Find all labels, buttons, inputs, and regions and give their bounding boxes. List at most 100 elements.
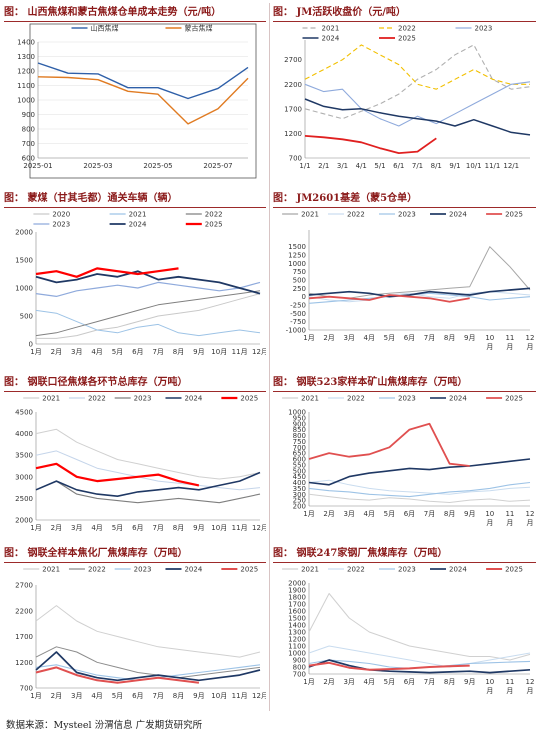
y-tick-label: -500 — [290, 310, 306, 318]
legend-label: 2025 — [240, 566, 258, 574]
y-tick-label: 1250 — [288, 252, 306, 260]
x-tick-label: 4/1 — [356, 162, 367, 170]
series-line-2025 — [308, 422, 470, 467]
series-line-2025 — [308, 661, 470, 671]
legend-label: 2025 — [505, 566, 523, 574]
series-line-山西焦煤 — [37, 62, 249, 100]
x-tick-label: 11月 — [232, 348, 248, 356]
y-tick-label: 1200 — [288, 636, 306, 644]
x-tick-label: 5月 — [112, 348, 123, 356]
chart-svg: 2002503003504004505005506006507007508008… — [282, 395, 534, 527]
legend-label: 2021 — [129, 211, 147, 219]
panel-divider — [269, 3, 270, 711]
legend-label: 2022 — [205, 211, 223, 219]
legend-label: 2023 — [134, 566, 152, 574]
x-tick-label: 6/1 — [393, 162, 404, 170]
legend-label: 2021 — [301, 211, 319, 219]
series-line-2025 — [308, 294, 470, 303]
series-line-2022 — [308, 645, 531, 668]
series-line-2022 — [308, 479, 531, 495]
y-tick-label: 1400 — [288, 622, 306, 630]
x-tick-label: 月 — [506, 687, 513, 695]
x-tick-label: 2/1 — [318, 162, 329, 170]
y-tick-label: 500 — [293, 277, 306, 285]
y-tick-label: 2700 — [284, 56, 302, 64]
legend-label: 2023 — [398, 211, 416, 219]
x-tick-label: 9月 — [464, 678, 475, 686]
y-tick-label: 750 — [293, 268, 306, 276]
legend-label: 2023 — [398, 566, 416, 574]
series-line-2021 — [304, 44, 531, 120]
y-tick-label: 900 — [293, 657, 306, 665]
chart-panel-coking-plant-inventory: 图： 钢联全样本焦化厂焦煤库存（万吨） 700 1200 1700 2200 2700 1… — [4, 545, 266, 710]
y-tick-label: 1100 — [288, 643, 306, 651]
x-tick-label: 2月 — [323, 678, 334, 686]
series-line-2020 — [36, 293, 261, 339]
series-line-蒙古焦煤 — [37, 76, 249, 125]
y-tick-label: 600 — [293, 456, 306, 464]
chart-title: 图： JM2601基差（蒙5仓单） — [273, 190, 536, 208]
x-tick-label: 9/1 — [449, 162, 460, 170]
x-tick-label: 1/1 — [299, 162, 310, 170]
x-tick-label: 7月 — [424, 510, 435, 518]
x-tick-label: 11/1 — [485, 162, 501, 170]
x-tick-label: 11月 — [232, 524, 248, 532]
y-tick-label: 900 — [22, 111, 35, 119]
legend-label: 蒙古焦煤 — [184, 24, 212, 33]
legend-label: 2023 — [475, 25, 493, 33]
y-tick-label: 1700 — [288, 601, 306, 609]
x-tick-label: 12月 — [252, 524, 266, 532]
x-tick-label: 11 — [505, 334, 514, 342]
x-tick-label: 6月 — [132, 524, 143, 532]
y-tick-label: 700 — [289, 155, 302, 163]
x-tick-label: 12/1 — [503, 162, 519, 170]
legend-label: 2025 — [240, 395, 258, 403]
x-tick-label: 10/1 — [466, 162, 482, 170]
chart-frame — [29, 23, 257, 179]
x-tick-label: 11 — [505, 510, 514, 518]
x-tick-label: 7月 — [152, 524, 163, 532]
x-tick-label: 5月 — [384, 510, 395, 518]
x-tick-label: 12月 — [252, 692, 266, 700]
y-tick-label: 850 — [293, 426, 306, 434]
x-tick-label: 3月 — [343, 678, 354, 686]
legend-label: 2022 — [347, 211, 365, 219]
x-tick-label: 10月 — [211, 692, 227, 700]
series-line-2021 — [35, 309, 261, 337]
legend-label: 2021 — [42, 395, 60, 403]
x-tick-label: 6月 — [404, 334, 415, 342]
x-tick-label: 8月 — [173, 348, 184, 356]
legend-label: 2021 — [322, 25, 340, 33]
x-tick-label: 8/1 — [431, 162, 442, 170]
x-tick-label: 10月 — [211, 348, 227, 356]
x-tick-label: 月 — [486, 343, 493, 351]
legend-label: 2023 — [134, 395, 152, 403]
chart-svg: 600 700 800 900 1000 1100 1200 1300 1400 2025-01 2… — [17, 23, 257, 179]
y-tick-label: 1000 — [288, 260, 306, 268]
x-tick-label: 3月 — [343, 334, 354, 342]
x-tick-label: 月 — [506, 343, 513, 351]
x-tick-label: 2月 — [51, 348, 62, 356]
y-tick-label: 1300 — [288, 629, 306, 637]
chart-svg: 7008009001000110012001300140015001600170… — [282, 566, 534, 695]
x-tick-label: 4月 — [91, 692, 102, 700]
y-tick-label: 800 — [22, 126, 35, 134]
series-line-2021 — [308, 493, 531, 503]
x-tick-label: 8月 — [173, 524, 184, 532]
y-tick-label: 700 — [293, 444, 306, 452]
x-tick-label: 1月 — [30, 524, 41, 532]
legend-label: 2024 — [129, 221, 147, 229]
chart-panel-ganqimaodu-vehicles: 图： 蒙煤（甘其毛都）通关车辆（辆） 0 500 1000 1500 2000 1月 2月 3… — [4, 190, 266, 366]
y-tick-label: 1700 — [284, 105, 302, 113]
x-tick-label: 10 — [485, 510, 494, 518]
y-tick-label: 1200 — [17, 68, 35, 76]
series-line-2022 — [35, 450, 261, 491]
y-tick-label: 550 — [293, 461, 306, 469]
y-tick-label: 600 — [22, 155, 35, 163]
chart-svg: 700 1200 1700 2200 2700 1月 2月 3月 4月 5月 6月 7月 8月 9月 10月… — [15, 566, 266, 701]
series-line-2023 — [35, 480, 261, 504]
y-tick-label: 400 — [293, 479, 306, 487]
y-tick-label: 800 — [293, 432, 306, 440]
legend-label: 2025 — [505, 211, 523, 219]
